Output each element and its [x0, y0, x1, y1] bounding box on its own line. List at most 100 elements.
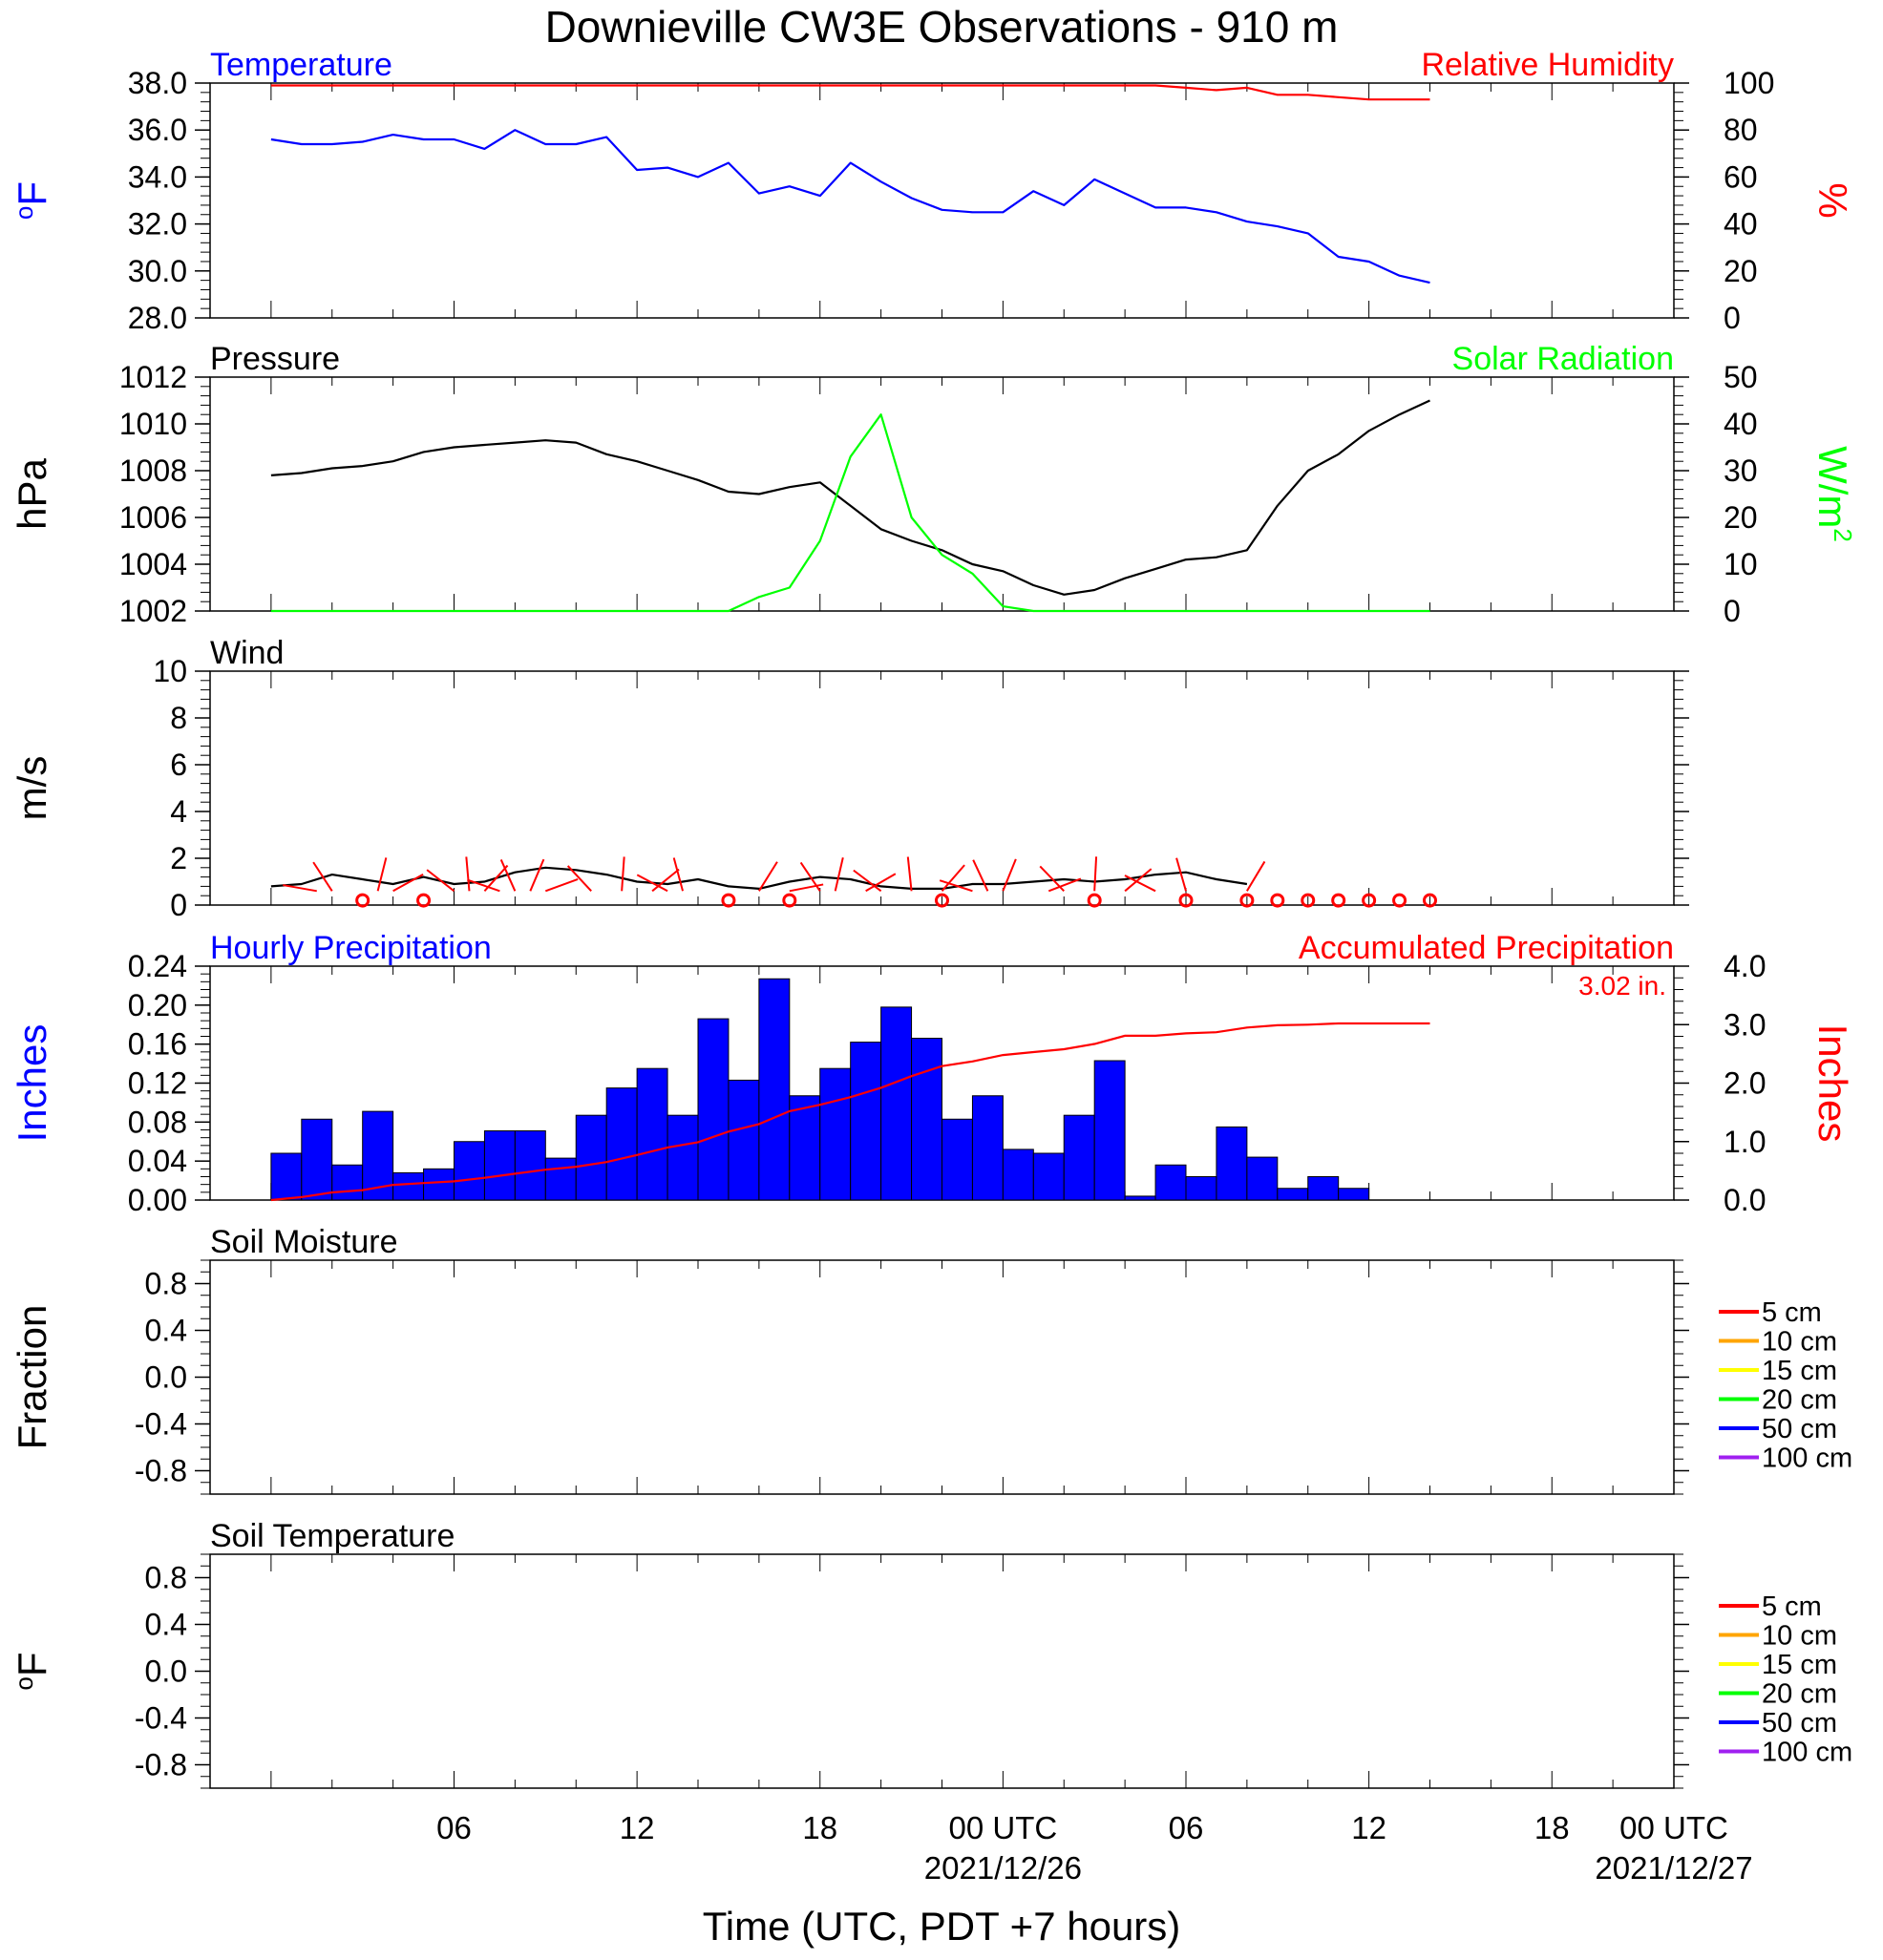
precip-bar — [331, 1164, 364, 1201]
calm-wind-marker — [782, 893, 797, 908]
legend-label: 100 cm — [1762, 1444, 1852, 1474]
calm-wind-marker — [1087, 893, 1102, 908]
y-tick-label-left: 2 — [170, 841, 187, 875]
panel-title-left: Pressure — [210, 341, 340, 377]
series-line-relative-humidity — [270, 84, 1430, 101]
panel-wind: 0 2 4 6 8 10 Wind m/s — [10, 635, 1689, 922]
wind-barb — [939, 879, 973, 893]
y-axis-label-left: Fraction — [10, 1305, 54, 1450]
precip-bar — [911, 1038, 942, 1201]
y-tick-label-right: 0.0 — [1724, 1183, 1766, 1217]
wind-barb — [467, 878, 500, 893]
y-tick-label-right: 100 — [1724, 66, 1774, 100]
precip-bar — [1032, 1152, 1065, 1201]
y-tick-label-left: 28.0 — [128, 301, 187, 335]
legend-label: 5 cm — [1762, 1297, 1822, 1328]
wind-barb — [312, 861, 333, 892]
wind-barb — [758, 861, 778, 892]
precip-bar — [1124, 1195, 1156, 1201]
y-tick-label-left: 32.0 — [128, 207, 187, 242]
y-axis-label-left: oF — [10, 1652, 54, 1690]
panel-title-left: Temperature — [210, 47, 392, 83]
y-tick-label-left: 36.0 — [128, 113, 187, 147]
precip-bar — [605, 1087, 638, 1201]
wind-barb — [566, 865, 592, 892]
precip-bar — [575, 1114, 607, 1201]
y-tick-label-left: 38.0 — [128, 66, 187, 100]
calm-wind-marker — [355, 893, 370, 908]
y-tick-label-left: 0.4 — [145, 1314, 187, 1348]
x-tick-label: 18 — [802, 1810, 837, 1845]
y-tick-label-right: 40 — [1724, 407, 1758, 441]
legend-label: 20 cm — [1762, 1679, 1837, 1710]
series-line-pressure — [270, 399, 1430, 596]
wind-barb — [376, 857, 388, 892]
wind-barb — [672, 857, 684, 892]
wind-barb — [283, 884, 317, 893]
y-tick-label-left: 0.16 — [128, 1027, 187, 1062]
x-tick-label: 00 UTC — [949, 1810, 1058, 1845]
precip-bar — [1216, 1126, 1248, 1201]
precip-bar — [1093, 1060, 1126, 1201]
wind-barb — [1124, 875, 1156, 893]
precip-bar — [392, 1171, 425, 1201]
y-tick-label-left: -0.4 — [135, 1407, 187, 1442]
series-line-temperature — [270, 129, 1430, 285]
panel-title-right: Accumulated Precipitation — [1299, 930, 1674, 966]
legend-label: 10 cm — [1762, 1621, 1837, 1652]
precip-bar — [758, 978, 791, 1201]
calm-wind-marker — [1178, 893, 1194, 908]
precip-bar — [942, 1118, 973, 1201]
precip-bar — [850, 1042, 882, 1201]
wind-barb — [1047, 877, 1082, 893]
calm-wind-marker — [1423, 893, 1437, 908]
y-tick-label-left: 0.00 — [128, 1183, 187, 1217]
wind-barb — [865, 873, 897, 893]
y-tick-label-right: 30 — [1724, 453, 1758, 488]
wind-barb — [426, 869, 455, 893]
y-tick-label-left: 6 — [170, 748, 187, 782]
precip-bar — [636, 1067, 668, 1201]
y-tick-label-left: 0.08 — [128, 1105, 187, 1139]
wind-barb — [1002, 858, 1017, 892]
panel-title-left: Soil Temperature — [210, 1518, 455, 1554]
y-tick-label-right: 20 — [1724, 254, 1758, 288]
precip-bar — [423, 1168, 455, 1201]
wind-barb — [941, 864, 965, 892]
y-tick-label-left: 1012 — [119, 360, 187, 394]
x-tick-label: 06 — [1169, 1810, 1204, 1845]
x-tick-label: 00 UTC — [1619, 1810, 1728, 1845]
precip-bar — [666, 1114, 699, 1201]
precip-bar — [1246, 1156, 1279, 1201]
y-tick-label-left: 0.24 — [128, 949, 187, 983]
y-tick-label-left: 0 — [170, 888, 187, 922]
accumulated-total-label: 3.02 in. — [1578, 971, 1666, 1001]
y-tick-label-right: 60 — [1724, 159, 1758, 194]
wind-barb — [834, 856, 844, 892]
y-tick-label-left: 0.8 — [145, 1267, 187, 1301]
y-axis-label-left: Inches — [10, 1024, 54, 1143]
precip-bar — [483, 1130, 516, 1201]
legend-label: 15 cm — [1762, 1650, 1837, 1680]
plot-frame — [209, 82, 1675, 319]
y-tick-label-left: 8 — [170, 701, 187, 735]
calm-wind-marker — [416, 893, 432, 908]
wind-barb — [1093, 856, 1098, 892]
y-tick-label-left: 1010 — [119, 407, 187, 441]
wind-barb — [621, 856, 625, 892]
wind-barb — [1175, 857, 1187, 892]
y-tick-label-left: 1002 — [119, 594, 187, 628]
panel-title-right: Solar Radiation — [1452, 341, 1674, 377]
y-tick-label-right: 3.0 — [1724, 1007, 1766, 1042]
y-tick-label-left: 0.0 — [145, 1654, 187, 1689]
x-tick-label: 18 — [1534, 1810, 1570, 1845]
y-tick-label-right: 10 — [1724, 547, 1758, 581]
precip-bar — [789, 1095, 821, 1201]
series-line-accumulated-precipitation — [270, 1022, 1430, 1202]
precip-bar — [1307, 1176, 1340, 1201]
y-tick-label-left: -0.4 — [135, 1701, 187, 1736]
legend-label: 50 cm — [1762, 1414, 1837, 1444]
y-tick-label-left: 0.0 — [145, 1360, 187, 1395]
y-axis-label-right: % — [1810, 182, 1855, 218]
precip-bar — [1154, 1164, 1187, 1201]
